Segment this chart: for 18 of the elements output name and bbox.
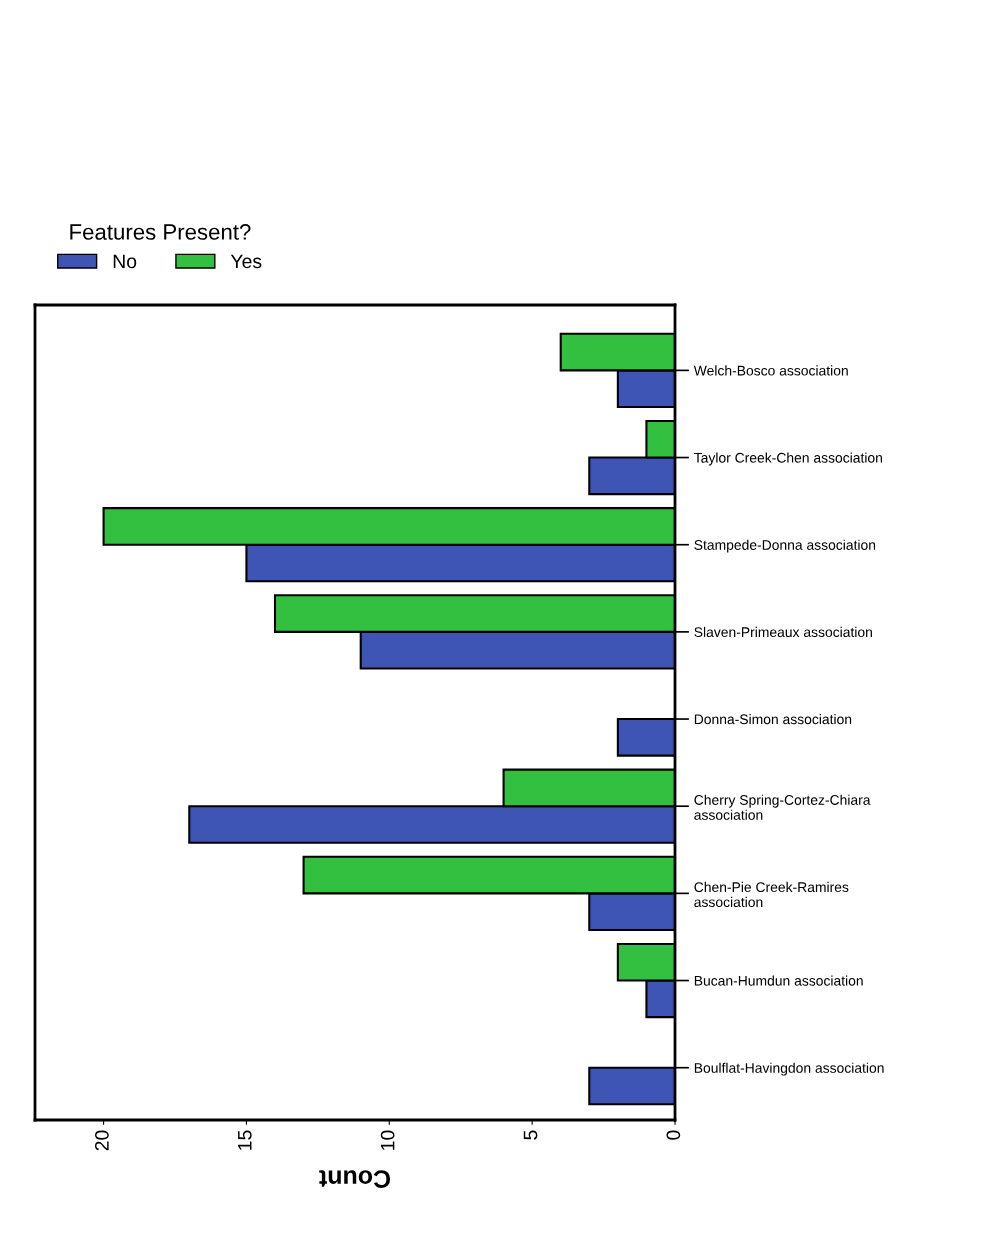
x-tick-label: 10	[380, 1130, 395, 1150]
x-tick-label: 20	[95, 1130, 109, 1151]
y-tick-label: Stampede-Donna association	[694, 539, 876, 553]
y-tick-label: Slaven-Primeaux association	[694, 626, 872, 638]
y-tick-label: Welch-Bosco association	[693, 365, 848, 376]
y-tick-label: Cherry Spring-Cortez-Chiara association	[694, 794, 871, 820]
legend-label: No	[113, 254, 137, 269]
x-tick-label: 0	[666, 1130, 681, 1140]
y-tick-label: Bucan-Humdun association	[694, 975, 863, 986]
y-tick-label: Donna-Simon association	[694, 714, 852, 725]
y-tick-label: Chen-Pie Creek-Ramires association	[694, 881, 849, 908]
y-tick-label: Taylor Creek-Chen association	[694, 452, 882, 466]
y-tick-label: Boulflat-Havingdon association	[694, 1062, 884, 1076]
x-axis-title: Count	[319, 1170, 391, 1188]
legend-label: Yes	[230, 254, 262, 269]
x-tick-label: 15	[238, 1130, 252, 1150]
x-tick-label: 5	[523, 1130, 538, 1140]
legend-title: Features Present?	[70, 224, 251, 240]
